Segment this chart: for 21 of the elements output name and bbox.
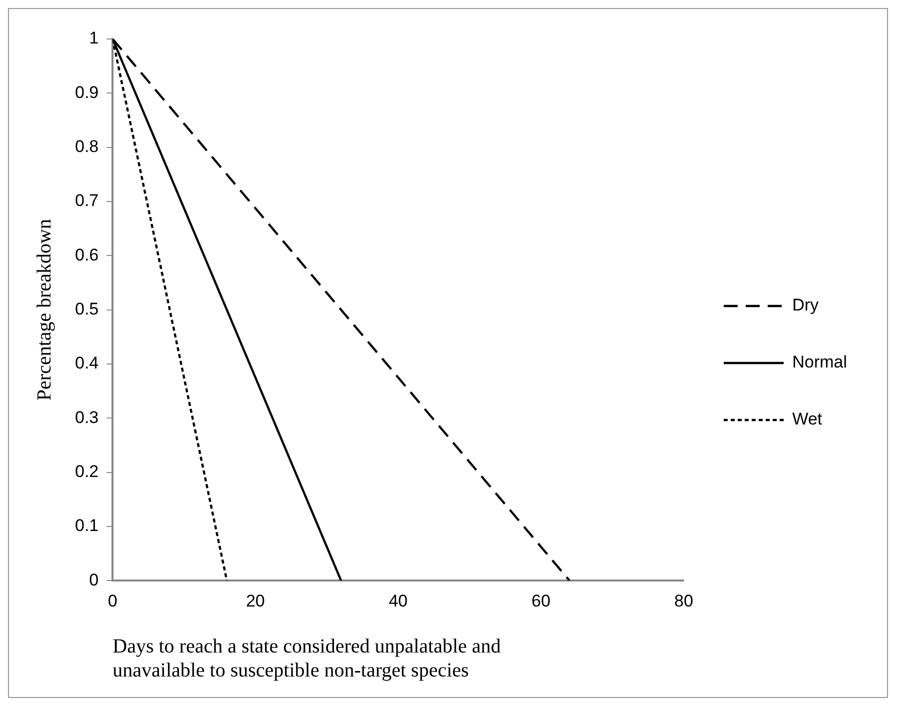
y-tick-label: 0.6	[74, 245, 99, 264]
y-tick-label: 0.7	[74, 191, 99, 210]
x-tick-label: 60	[531, 591, 550, 610]
y-tick-label: 0.5	[74, 299, 99, 318]
y-tick-label: 1	[89, 28, 99, 48]
legend-label: Dry	[792, 296, 820, 315]
y-tick-label: 0	[89, 570, 99, 590]
legend-label: Normal	[792, 352, 848, 372]
y-tick-label: 0.9	[74, 82, 99, 102]
y-tick-label: 0.2	[74, 462, 99, 481]
x-tick-label: 80	[674, 591, 694, 610]
legend-label: Wet	[792, 410, 822, 429]
y-axis-title: Percentage breakdown	[33, 219, 56, 401]
x-tick-label: 40	[388, 591, 408, 610]
x-axis-title: Days to reach a state considered unpalatable and unavailable to susceptible non-target species	[112, 635, 501, 682]
y-tick-label: 0.8	[74, 137, 99, 156]
x-tick-label: 20	[246, 591, 265, 610]
y-tick-label: 0.4	[74, 354, 99, 373]
y-tick-label: 0.1	[74, 516, 99, 536]
y-tick-label: 0.3	[74, 408, 99, 427]
x-tick-label: 0	[108, 591, 118, 610]
